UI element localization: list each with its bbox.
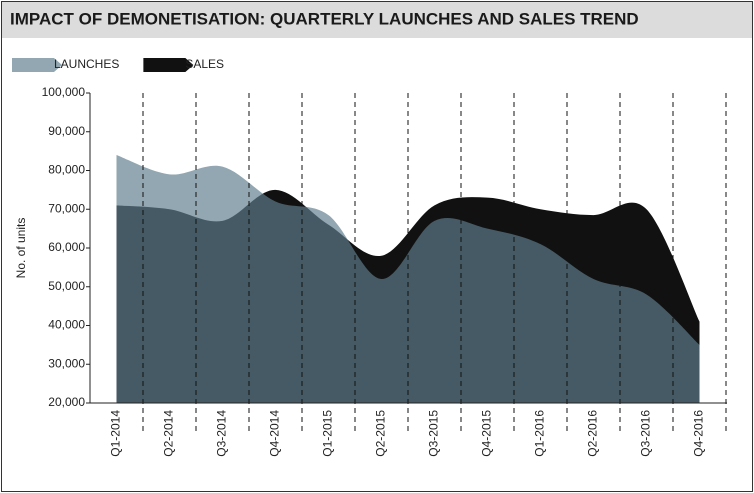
- x-tick-label: Q4-2014: [268, 410, 282, 457]
- area-launches: [116, 155, 700, 403]
- x-tick-label: Q1-2014: [109, 410, 123, 457]
- x-tick-label: Q3-2016: [639, 410, 653, 457]
- y-tick-label: 90,000: [48, 124, 85, 138]
- legend-label: SALES: [185, 57, 224, 71]
- y-tick-label: 30,000: [48, 356, 85, 370]
- x-tick-label: Q2-2015: [374, 410, 388, 457]
- chart-title: IMPACT OF DEMONETISATION: QUARTERLY LAUN…: [10, 9, 639, 28]
- x-tick-label: Q3-2014: [215, 410, 229, 457]
- x-tick-label: Q4-2015: [480, 410, 494, 457]
- y-tick-label: 100,000: [42, 85, 86, 99]
- y-axis-label: No. of units: [14, 218, 28, 279]
- y-tick-label: 80,000: [48, 163, 85, 177]
- legend-swatch: [143, 58, 194, 72]
- x-tick-label: Q1-2016: [533, 410, 547, 457]
- title-band: [2, 2, 752, 38]
- legend-swatch: [12, 58, 62, 72]
- y-tick-label: 20,000: [48, 395, 85, 409]
- y-tick-label: 60,000: [48, 240, 85, 254]
- x-tick-label: Q3-2015: [427, 410, 441, 457]
- y-tick-label: 50,000: [48, 279, 85, 293]
- x-tick-label: Q4-2016: [692, 410, 706, 457]
- y-tick-label: 40,000: [48, 318, 85, 332]
- x-tick-label: Q1-2015: [321, 410, 335, 457]
- x-tick-label: Q2-2016: [586, 410, 600, 457]
- legend-label: LAUNCHES: [54, 57, 119, 71]
- x-tick-label: Q2-2014: [162, 410, 176, 457]
- y-tick-label: 70,000: [48, 201, 85, 215]
